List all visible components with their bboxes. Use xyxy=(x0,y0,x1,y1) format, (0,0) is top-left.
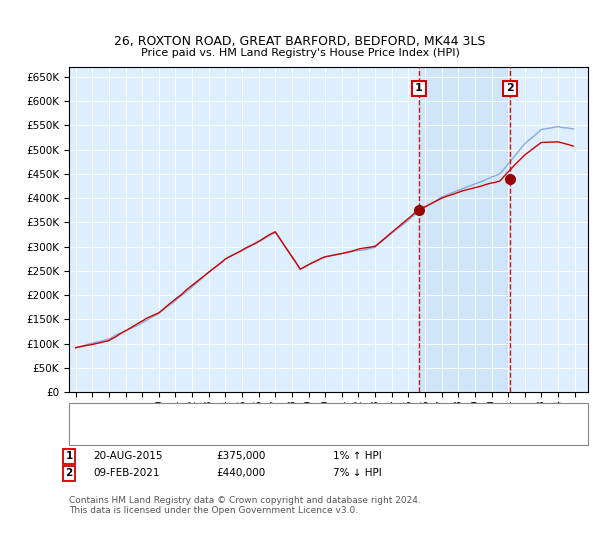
HPI: Average price, detached house, Bedford: (2e+03, 9.13e+04): Average price, detached house, Bedford: … xyxy=(72,344,79,351)
HPI: Average price, detached house, Bedford: (2.02e+03, 5.43e+05): Average price, detached house, Bedford: … xyxy=(542,125,549,132)
26, ROXTON ROAD, GREAT BARFORD, BEDFORD, MK44 3LS (detached house) xyxy=(245,243,253,250)
Bar xyxy=(419,67,510,392)
HPI: Average price, detached house, Bedford: (2.02e+03, 5.47e+05): Average price, detached house, Bedford: … xyxy=(554,123,562,130)
HPI: Average price, detached house, Bedford: (2.01e+03, 2.99e+05): Average price, detached house, Bedford: … xyxy=(245,244,253,250)
Text: £440,000: £440,000 xyxy=(216,468,265,478)
Text: 26, ROXTON ROAD, GREAT BARFORD, BEDFORD, MK44 3LS (detached house): 26, ROXTON ROAD, GREAT BARFORD, BEDFORD,… xyxy=(114,410,500,420)
Line: 26, ROXTON ROAD, GREAT BARFORD, BEDFORD, MK44 3LS (detached house): 26, ROXTON ROAD, GREAT BARFORD, BEDFORD,… xyxy=(76,142,574,348)
HPI: Average price, detached house, Bedford: (2e+03, 2.91e+05): Average price, detached house, Bedford: … xyxy=(237,248,244,254)
Text: 1% ↑ HPI: 1% ↑ HPI xyxy=(333,451,382,461)
Text: Contains HM Land Registry data © Crown copyright and database right 2024.
This d: Contains HM Land Registry data © Crown c… xyxy=(69,496,421,515)
Text: Price paid vs. HM Land Registry's House Price Index (HPI): Price paid vs. HM Land Registry's House … xyxy=(140,48,460,58)
Text: HPI: Average price, detached house, Bedford: HPI: Average price, detached house, Bedf… xyxy=(114,431,338,441)
26, ROXTON ROAD, GREAT BARFORD, BEDFORD, MK44 3LS (detached house) xyxy=(542,139,549,146)
Text: 2: 2 xyxy=(65,468,73,478)
HPI: Average price, detached house, Bedford: (2.02e+03, 5.43e+05): Average price, detached house, Bedford: … xyxy=(570,125,577,132)
Line: HPI: Average price, detached house, Bedford: HPI: Average price, detached house, Bedf… xyxy=(76,127,574,348)
Text: 1: 1 xyxy=(65,451,73,461)
26, ROXTON ROAD, GREAT BARFORD, BEDFORD, MK44 3LS (detached house) xyxy=(290,255,297,262)
HPI: Average price, detached house, Bedford: (2e+03, 1.36e+05): Average price, detached house, Bedford: … xyxy=(133,323,140,329)
26, ROXTON ROAD, GREAT BARFORD, BEDFORD, MK44 3LS (detached house) xyxy=(72,344,79,351)
Text: £375,000: £375,000 xyxy=(216,451,265,461)
Text: 7% ↓ HPI: 7% ↓ HPI xyxy=(333,468,382,478)
HPI: Average price, detached house, Bedford: (2e+03, 2.72e+05): Average price, detached house, Bedford: … xyxy=(220,257,227,264)
26, ROXTON ROAD, GREAT BARFORD, BEDFORD, MK44 3LS (detached house) xyxy=(220,257,227,264)
Text: ─────: ───── xyxy=(78,431,112,441)
Text: 2: 2 xyxy=(506,83,514,94)
26, ROXTON ROAD, GREAT BARFORD, BEDFORD, MK44 3LS (detached house) xyxy=(570,143,577,150)
26, ROXTON ROAD, GREAT BARFORD, BEDFORD, MK44 3LS (detached house) xyxy=(237,248,244,254)
Text: 26, ROXTON ROAD, GREAT BARFORD, BEDFORD, MK44 3LS: 26, ROXTON ROAD, GREAT BARFORD, BEDFORD,… xyxy=(115,35,485,48)
Text: 1: 1 xyxy=(415,83,423,94)
Text: ─────: ───── xyxy=(78,410,112,420)
26, ROXTON ROAD, GREAT BARFORD, BEDFORD, MK44 3LS (detached house) xyxy=(133,321,140,328)
Text: 09-FEB-2021: 09-FEB-2021 xyxy=(93,468,160,478)
26, ROXTON ROAD, GREAT BARFORD, BEDFORD, MK44 3LS (detached house) xyxy=(554,138,562,145)
HPI: Average price, detached house, Bedford: (2.01e+03, 2.74e+05): Average price, detached house, Bedford: … xyxy=(290,256,297,263)
Text: 20-AUG-2015: 20-AUG-2015 xyxy=(93,451,163,461)
